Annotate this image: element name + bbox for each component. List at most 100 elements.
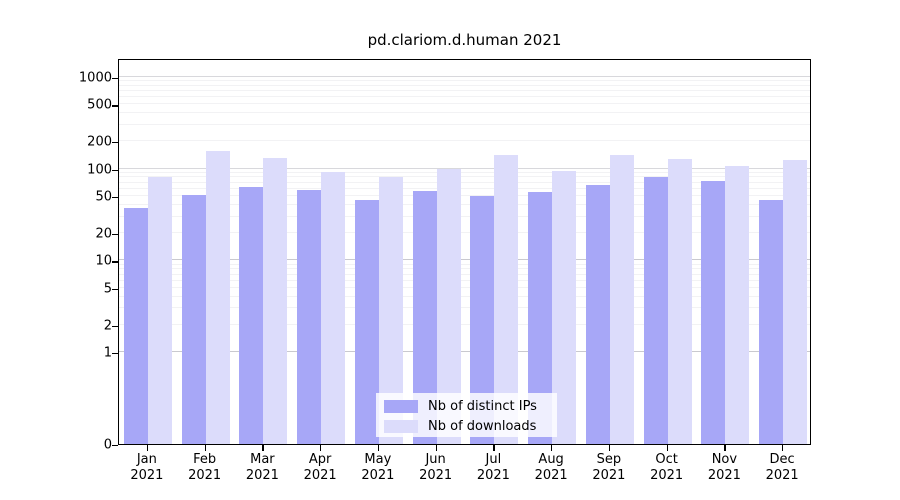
bar-downloads	[263, 158, 288, 444]
y-tick-label: 0	[103, 437, 112, 453]
x-tick-month: Feb	[193, 452, 217, 467]
bar-downloads	[725, 165, 750, 444]
gridline	[119, 171, 810, 173]
bar-downloads	[205, 151, 230, 444]
x-tick-year: 2021	[245, 468, 279, 483]
x-tick-month: Jan	[136, 452, 157, 467]
gridline	[119, 268, 810, 270]
x-tick-label: Nov 2021	[689, 452, 759, 484]
gridline	[119, 195, 810, 197]
gridline	[119, 279, 810, 281]
gridline	[119, 139, 810, 141]
gridline	[119, 307, 810, 309]
gridline	[119, 84, 810, 86]
x-tick-mark	[493, 445, 495, 451]
x-tick-month: Oct	[655, 452, 678, 467]
bar-downloads	[147, 177, 172, 444]
x-tick-label: Jul 2021	[458, 452, 528, 484]
gridline	[119, 123, 810, 125]
x-tick-label: Jun 2021	[401, 452, 471, 484]
y-tick-label: 20	[95, 226, 112, 242]
legend-item-downloads: Nb of downloads	[384, 415, 536, 437]
y-tick-mark	[112, 233, 118, 236]
y-tick-mark	[112, 141, 118, 144]
x-tick-label: Sep 2021	[574, 452, 644, 484]
x-tick-year: 2021	[765, 468, 799, 483]
bar-distinct-ips	[759, 199, 784, 444]
x-tick-month: Dec	[769, 452, 795, 467]
bar-distinct-ips	[123, 208, 148, 444]
chart-legend: Nb of distinct IPs Nb of downloads	[376, 393, 557, 437]
y-tick-mark	[112, 289, 118, 291]
legend-label-downloads: Nb of downloads	[428, 418, 537, 434]
x-tick-label: Apr 2021	[285, 452, 355, 484]
x-tick-month: May	[364, 452, 392, 467]
x-tick-month: Jun	[425, 452, 446, 467]
bar-distinct-ips	[239, 186, 264, 444]
gridline	[119, 79, 810, 81]
y-tick-label: 10	[95, 253, 112, 269]
x-tick-label: Aug 2021	[516, 452, 586, 484]
bar-distinct-ips	[643, 177, 668, 444]
gridline	[119, 351, 810, 353]
x-tick-mark	[782, 445, 784, 451]
x-tick-month: Apr	[308, 452, 332, 467]
x-tick-mark	[608, 445, 611, 451]
y-tick-label: 5	[103, 281, 112, 297]
y-tick-mark	[112, 77, 118, 80]
legend-item-distinct-ips: Nb of distinct IPs	[384, 395, 537, 417]
gridline	[119, 89, 810, 91]
x-tick-label: Jan 2021	[112, 452, 182, 484]
y-tick-label: 50	[95, 189, 112, 205]
x-tick-mark	[320, 445, 322, 451]
plot-area	[118, 59, 811, 445]
x-tick-year: 2021	[419, 468, 453, 483]
gridline-major	[119, 75, 810, 77]
legend-swatch-icon-downloads	[384, 419, 418, 433]
bar-distinct-ips	[701, 181, 726, 444]
y-tick-mark	[112, 445, 118, 447]
y-tick-mark	[112, 197, 118, 199]
x-tick-year: 2021	[476, 468, 510, 483]
x-tick-mark	[204, 445, 206, 451]
y-tick-mark	[112, 105, 118, 107]
bar-downloads	[667, 158, 692, 444]
x-tick-label: Dec 2021	[747, 452, 817, 484]
bar-downloads	[321, 171, 346, 444]
y-tick-mark	[112, 261, 118, 263]
bar-downloads	[609, 154, 634, 444]
x-tick-year: 2021	[361, 468, 395, 483]
y-axis-tick-labels: 0 1 2 5 10 20 50 100 200 500 1000	[54, 59, 112, 452]
gridline	[119, 259, 810, 261]
x-tick-month: Sep	[596, 452, 622, 467]
gridline	[119, 231, 810, 233]
x-tick-year: 2021	[130, 468, 164, 483]
x-tick-month: Jul	[485, 452, 502, 467]
x-tick-label: Oct 2021	[632, 452, 702, 484]
x-tick-mark	[146, 445, 149, 451]
x-tick-year: 2021	[592, 468, 626, 483]
bar-distinct-ips	[181, 194, 206, 444]
x-tick-year: 2021	[303, 468, 337, 483]
y-tick-label: 2	[103, 318, 112, 334]
y-tick-label: 200	[87, 134, 112, 150]
gridline	[119, 323, 810, 325]
x-tick-year: 2021	[188, 468, 222, 483]
x-tick-mark	[435, 445, 437, 451]
gridline	[119, 287, 810, 289]
x-tick-year: 2021	[707, 468, 741, 483]
x-tick-label: Feb 2021	[170, 452, 240, 484]
x-tick-mark	[551, 445, 553, 451]
x-tick-year: 2021	[534, 468, 568, 483]
y-tick-label: 1000	[78, 70, 112, 86]
x-tick-month: Aug	[538, 452, 564, 467]
gridline	[119, 112, 810, 114]
gridline	[119, 96, 810, 98]
x-tick-month: Nov	[711, 452, 738, 467]
gridline-major	[119, 167, 810, 169]
x-tick-label: May 2021	[343, 452, 413, 484]
bar-distinct-ips	[585, 184, 610, 444]
gridline	[119, 204, 810, 206]
x-tick-year: 2021	[650, 468, 684, 483]
